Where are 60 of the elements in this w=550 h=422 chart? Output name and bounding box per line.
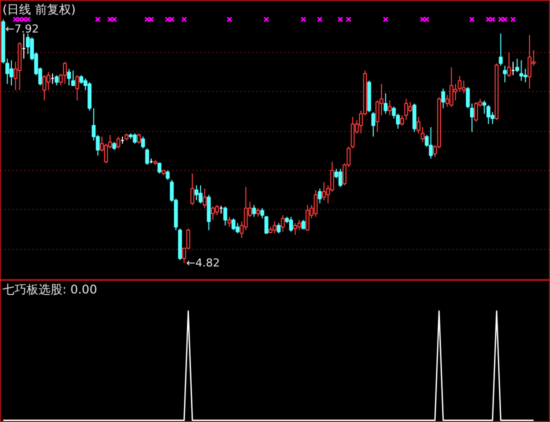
candlestick xyxy=(210,206,215,220)
candlestick xyxy=(408,101,412,113)
candlestick xyxy=(502,65,507,83)
candlestick xyxy=(441,88,446,109)
candlestick xyxy=(486,104,490,124)
candlestick xyxy=(10,60,14,86)
candlestick xyxy=(132,132,137,144)
candlestick xyxy=(388,100,392,116)
candlestick xyxy=(252,204,256,218)
annotation: ←7.92 xyxy=(5,22,39,36)
candlestick xyxy=(141,136,145,149)
candlestick xyxy=(194,184,198,201)
candlestick xyxy=(42,74,46,101)
candlestick xyxy=(272,221,277,234)
candlestick xyxy=(338,168,342,188)
candlestick xyxy=(145,148,150,166)
candlestick xyxy=(71,70,76,86)
chart-title: 七巧板选股: 0.00 xyxy=(2,282,98,296)
candlestick xyxy=(236,222,240,234)
candlestick xyxy=(482,100,486,114)
candlestick xyxy=(54,74,59,86)
candlestick xyxy=(158,162,162,174)
candlestick xyxy=(67,68,71,86)
candlestick xyxy=(528,34,532,90)
candlestick xyxy=(474,101,478,122)
candlestick xyxy=(384,92,388,114)
candlestick xyxy=(293,222,298,236)
candlestick xyxy=(449,66,454,108)
candlestick xyxy=(190,173,194,206)
annotation: ←4.82 xyxy=(186,256,220,270)
candlestick xyxy=(244,186,248,231)
chart-title: (日线 前复权) xyxy=(2,2,76,16)
candlestick xyxy=(198,184,203,204)
candlestick xyxy=(166,170,170,180)
candlestick xyxy=(136,132,141,144)
candlestick xyxy=(318,188,322,204)
candlestick xyxy=(227,216,232,228)
candlestick xyxy=(322,182,326,201)
candlestick xyxy=(223,206,228,226)
candlestick xyxy=(215,204,219,216)
candlestick xyxy=(412,103,416,132)
candlestick xyxy=(116,136,120,149)
candlestick xyxy=(428,126,433,160)
candlestick xyxy=(519,60,524,82)
candlestick xyxy=(62,61,67,84)
candlestick xyxy=(515,58,520,73)
candlestick xyxy=(404,98,408,121)
candlestick xyxy=(297,219,302,231)
candlestick xyxy=(202,188,207,209)
candlestick xyxy=(75,74,80,101)
candlestick xyxy=(289,216,293,232)
candlestick xyxy=(276,222,281,234)
candlestick xyxy=(498,33,503,66)
candlestick xyxy=(232,218,236,231)
candlestick xyxy=(371,112,376,138)
candlestick xyxy=(507,52,511,78)
candlestick xyxy=(314,190,318,218)
candlestick xyxy=(280,214,285,232)
candlestick xyxy=(5,58,10,84)
candlestick xyxy=(306,204,310,231)
